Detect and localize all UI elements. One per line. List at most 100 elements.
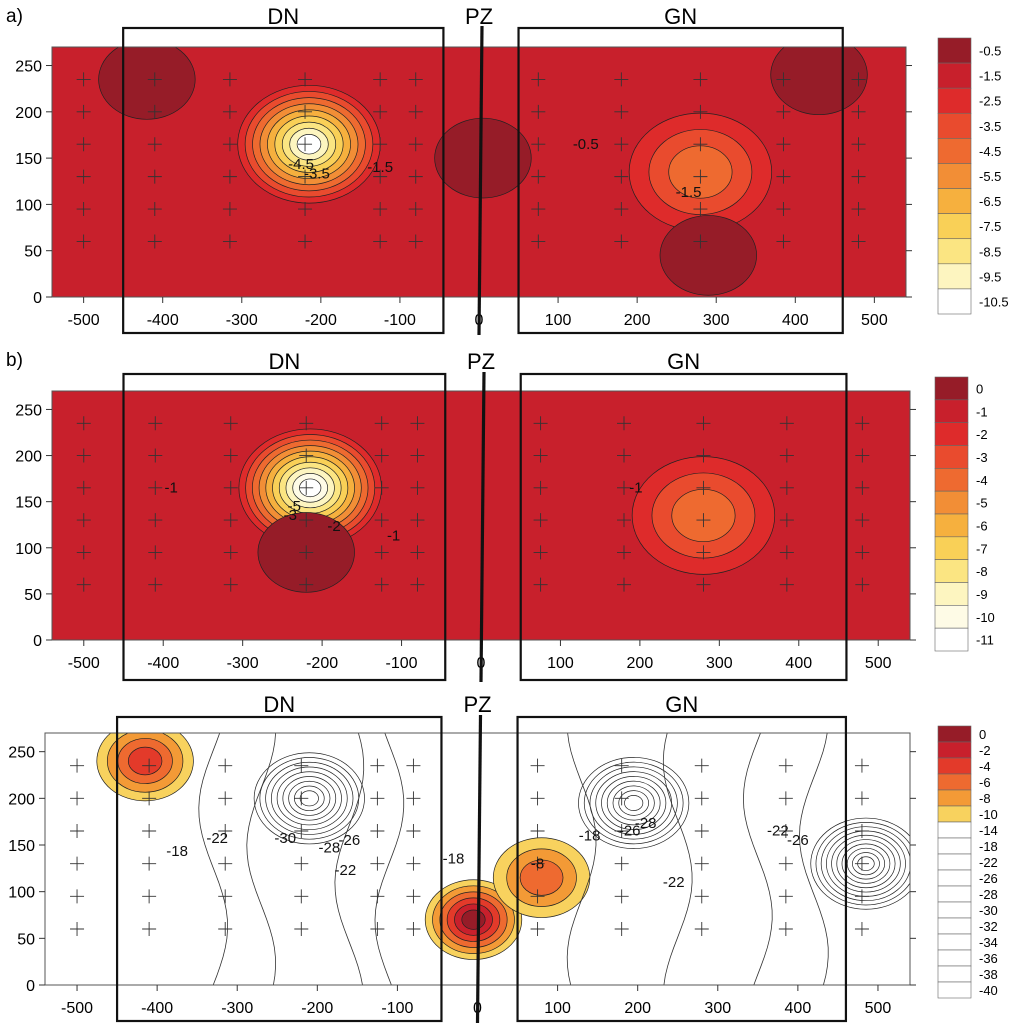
legend-swatch-11 <box>934 627 969 652</box>
legend-label-12: -32 <box>979 919 998 934</box>
grid-marker-9-2 <box>776 169 791 184</box>
grid-marker-10-2 <box>855 513 870 528</box>
grid-marker-2-0 <box>223 577 238 592</box>
region-label-dn: DN <box>267 4 299 29</box>
grid-marker-2-2 <box>218 856 233 871</box>
grid-marker-0-4 <box>76 104 91 119</box>
legend-label-11: -30 <box>979 903 998 918</box>
x-tick-label-6: 100 <box>544 1000 571 1017</box>
grid-marker-0-3 <box>70 824 85 838</box>
x-tick-label-6: 100 <box>545 312 572 329</box>
grid-marker-5-2 <box>406 856 421 871</box>
region-box-dn <box>122 26 445 335</box>
x-tick-label-3: -200 <box>306 655 338 672</box>
y-tick-label-2: 100 <box>8 885 35 902</box>
legend-swatch-5 <box>937 163 972 189</box>
grid-marker-2-3 <box>218 824 233 838</box>
contour-label-4: -28 <box>318 839 340 856</box>
y-tick-label-5: 250 <box>15 402 42 419</box>
grid-marker-9-3 <box>778 824 793 838</box>
legend-swatch-14 <box>937 949 972 967</box>
grid-marker-7-0 <box>614 922 629 936</box>
contour-band-6-7 <box>841 843 891 884</box>
grid-marker-3-4 <box>294 791 309 806</box>
contour-line-7 <box>742 733 773 985</box>
grid-marker-4-4 <box>373 104 388 119</box>
grid-marker-0-5 <box>76 416 91 431</box>
x-tick-label-4: -100 <box>381 1000 413 1017</box>
grid-marker-6-2 <box>531 169 546 184</box>
legend-swatch-12 <box>937 917 972 935</box>
grid-marker-2-1 <box>222 202 237 217</box>
grid-marker-7-3 <box>614 137 629 152</box>
region-box-dn <box>115 715 443 1023</box>
contour-label-6: -1 <box>629 479 642 496</box>
legend-swatch-10 <box>937 288 972 315</box>
grid-marker-10-0 <box>854 922 869 936</box>
grid-marker-1-3 <box>148 480 163 495</box>
grid-marker-10-5 <box>854 758 869 773</box>
grid-marker-5-3 <box>408 137 423 152</box>
x-tick-label-10: 500 <box>865 1000 892 1017</box>
y-tick-label-4: 200 <box>15 105 42 122</box>
grid-marker-7-5 <box>614 758 629 773</box>
contour-band-3-1 <box>98 47 196 120</box>
grid-marker-8-1 <box>696 545 711 560</box>
contour-band-2-6 <box>461 909 486 930</box>
grid-marker-6-2 <box>530 856 545 871</box>
grid-marker-4-4 <box>374 448 389 463</box>
contour-band-3-3 <box>519 859 564 896</box>
legend-swatch-6 <box>937 821 972 839</box>
grid-marker-4-3 <box>370 824 385 838</box>
x-tick-label-1: -400 <box>147 655 179 672</box>
grid-marker-5-2 <box>410 513 425 528</box>
x-tick-label-9: 400 <box>785 655 812 672</box>
x-tick-label-4: -100 <box>386 655 418 672</box>
grid-marker-1-4 <box>148 448 163 463</box>
legend-swatch-1 <box>934 399 969 423</box>
grid-markers <box>70 758 869 936</box>
x-tick-label-1: -400 <box>141 1000 173 1017</box>
x-tick-label-9: 400 <box>782 312 809 329</box>
legend-swatch-8 <box>934 559 969 583</box>
grid-marker-0-0 <box>76 234 91 249</box>
grid-marker-5-5 <box>406 758 421 773</box>
grid-marker-10-0 <box>855 577 870 592</box>
contour-band-6-3 <box>820 826 910 902</box>
legend-swatch-9 <box>937 869 972 887</box>
x-tick-label-4: -100 <box>384 312 416 329</box>
contour-band-4-7 <box>288 780 331 816</box>
legend-label-6: -14 <box>979 823 998 838</box>
grid-marker-2-5 <box>222 72 237 87</box>
contour-label-14: -26 <box>787 832 809 849</box>
contour-band-5-1 <box>659 215 757 296</box>
region-label-dn: DN <box>263 692 295 717</box>
grid-marker-5-1 <box>406 889 421 904</box>
grid-marker-8-4 <box>694 791 709 806</box>
grid-marker-6-1 <box>530 889 545 904</box>
x-tick-label-8: 300 <box>703 312 730 329</box>
grid-marker-7-1 <box>617 545 631 560</box>
grid-marker-7-0 <box>614 234 629 249</box>
grid-marker-7-2 <box>614 169 629 184</box>
contour-label-5: -1.5 <box>676 184 702 201</box>
region-box-gn <box>517 26 844 335</box>
contour-label-2: -3 <box>284 507 297 524</box>
grid-marker-3-5 <box>299 416 314 431</box>
x-tick-label-6: 100 <box>547 655 574 672</box>
legend-swatch-0 <box>937 725 972 743</box>
grid-marker-0-1 <box>76 202 91 217</box>
grid-marker-6-5 <box>530 758 545 773</box>
grid-marker-10-4 <box>855 448 870 463</box>
grid-marker-0-5 <box>76 72 91 87</box>
x-tick-label-10: 500 <box>861 312 888 329</box>
grid-marker-4-2 <box>373 169 388 184</box>
legend-swatch-1 <box>937 741 972 759</box>
legend-swatch-7 <box>937 213 972 240</box>
grid-marker-1-3 <box>142 824 157 838</box>
grid-marker-5-4 <box>408 104 423 119</box>
grid-marker-4-3 <box>373 137 388 152</box>
contour-band-5-9 <box>624 795 644 811</box>
grid-marker-2-5 <box>223 416 238 431</box>
grid-marker-7-1 <box>614 889 629 904</box>
